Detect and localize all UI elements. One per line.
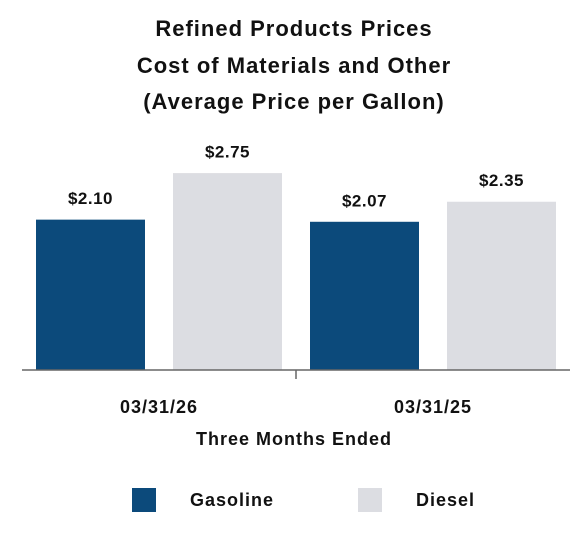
legend-swatch — [132, 488, 156, 512]
legend-swatch — [358, 488, 382, 512]
chart-title: Refined Products Prices — [155, 16, 432, 41]
x-tick-label: 03/31/26 — [120, 397, 198, 417]
bar — [310, 221, 419, 370]
bar — [36, 219, 145, 370]
legend-label: Gasoline — [190, 490, 274, 510]
x-axis-title: Three Months Ended — [196, 429, 392, 449]
value-label: $2.35 — [479, 171, 524, 190]
legend-label: Diesel — [416, 490, 475, 510]
bar — [447, 201, 556, 370]
x-tick-label: 03/31/25 — [394, 397, 472, 417]
bar — [173, 173, 282, 370]
chart-title: (Average Price per Gallon) — [143, 89, 445, 114]
value-label: $2.10 — [68, 189, 113, 208]
value-label: $2.75 — [205, 143, 250, 162]
value-label: $2.07 — [342, 191, 387, 210]
chart-title: Cost of Materials and Other — [137, 53, 451, 78]
